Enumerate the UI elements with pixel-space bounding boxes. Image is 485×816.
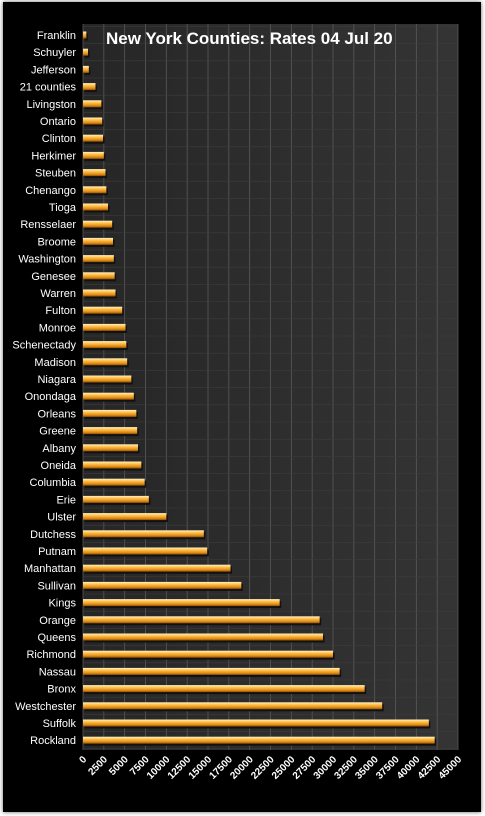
category-label: Nassau [39, 666, 76, 678]
category-label: Steuben [35, 168, 76, 180]
x-tick-label: 5000 [107, 754, 131, 778]
bar-genesee [83, 272, 115, 280]
category-label: Erie [56, 494, 76, 506]
bar-madison [83, 358, 128, 366]
bar-orleans [83, 409, 137, 417]
bar-livingston [83, 100, 102, 108]
bar-queens [83, 633, 323, 641]
category-label: Chenango [25, 185, 76, 197]
bar-broome [83, 237, 113, 245]
category-label: Niagara [37, 374, 76, 386]
category-label: Richmond [26, 649, 76, 661]
category-label: Jefferson [31, 64, 76, 76]
category-label: Greene [39, 426, 76, 438]
bar-rensselaer [83, 220, 113, 228]
category-label: Manhattan [24, 563, 76, 575]
category-label: Washington [18, 254, 76, 266]
category-label: Ontario [40, 116, 76, 128]
bar-fulton [83, 306, 123, 314]
category-label: Dutchess [30, 529, 76, 541]
bar-onondaga [83, 392, 134, 400]
bar-putnam [83, 547, 208, 555]
category-label: Oneida [41, 460, 77, 472]
category-label: Ulster [47, 512, 76, 524]
bar-franklin [83, 31, 87, 39]
bar-warren [83, 289, 116, 297]
bar-jefferson [83, 65, 89, 73]
category-label: Genesee [31, 271, 76, 283]
category-label: Warren [40, 288, 76, 300]
gridlines [82, 24, 459, 750]
bar-oneida [83, 461, 142, 469]
bar-suffolk [83, 719, 429, 727]
bar-orange [83, 616, 320, 624]
category-label: Queens [37, 632, 76, 644]
bars [83, 31, 437, 746]
x-tick-label: 45000 [437, 754, 465, 782]
bar-westchester [83, 702, 383, 710]
category-label: Orange [39, 615, 76, 627]
bar-nassau [83, 667, 340, 675]
category-label: Orleans [37, 408, 76, 420]
bar-washington [83, 255, 114, 263]
category-label: Westchester [15, 701, 76, 713]
category-label: Putnam [38, 546, 76, 558]
category-label: Fulton [45, 305, 76, 317]
category-label: Bronx [47, 684, 76, 696]
bar-chenango [83, 186, 107, 194]
category-label: Schuyler [33, 47, 76, 59]
bar-chart: Franklin Schuyler Jefferson 21 counties Livi… [12, 24, 464, 782]
category-label: Albany [42, 443, 76, 455]
category-label: Columbia [30, 477, 77, 489]
chart-title: New York Counties: Rates 04 Jul 20 [106, 29, 393, 48]
bar-dutchess [83, 530, 204, 538]
category-label: Broome [37, 236, 76, 248]
bar-schuyler [83, 48, 88, 56]
category-label: Rensselaer [20, 219, 76, 231]
category-label: Livingston [26, 99, 76, 111]
category-label: Schenectady [12, 340, 76, 352]
bar-21-counties [83, 83, 96, 91]
category-label: Kings [48, 598, 76, 610]
x-tick-label: 2500 [86, 754, 110, 778]
bar-albany [83, 444, 138, 452]
bar-ulster [83, 513, 167, 521]
category-label: Madison [34, 357, 76, 369]
category-label: Herkimer [31, 150, 76, 162]
bar-sullivan [83, 581, 242, 589]
bar-richmond [83, 650, 333, 658]
chart-frame: Franklin Schuyler Jefferson 21 counties Livi… [3, 2, 481, 812]
bar-bronx [83, 685, 365, 693]
bar-manhattan [83, 564, 231, 572]
bar-kings [83, 599, 280, 607]
bar-steuben [83, 169, 106, 177]
bar-erie [83, 495, 149, 503]
bar-greene [83, 427, 138, 435]
category-label: Monroe [39, 322, 76, 334]
bar-rockland [83, 736, 435, 744]
category-label: 21 counties [20, 82, 77, 94]
category-label: Suffolk [43, 718, 77, 730]
category-label: Rockland [30, 735, 76, 747]
x-tick-labels: 0250050007500100001250015000175002000022… [77, 754, 464, 782]
bar-niagara [83, 375, 132, 383]
category-label: Franklin [37, 30, 76, 42]
x-tick-label: 0 [77, 754, 89, 766]
bar-monroe [83, 323, 126, 331]
bar-clinton [83, 134, 103, 142]
category-label: Onondaga [25, 391, 77, 403]
bar-ontario [83, 117, 103, 125]
category-labels: Franklin Schuyler Jefferson 21 counties Livi… [12, 30, 76, 747]
bar-herkimer [83, 151, 104, 159]
category-label: Tioga [49, 202, 77, 214]
category-label: Clinton [42, 133, 76, 145]
category-label: Sullivan [37, 580, 76, 592]
bar-tioga [83, 203, 108, 211]
bar-columbia [83, 478, 145, 486]
bar-schenectady [83, 341, 127, 349]
